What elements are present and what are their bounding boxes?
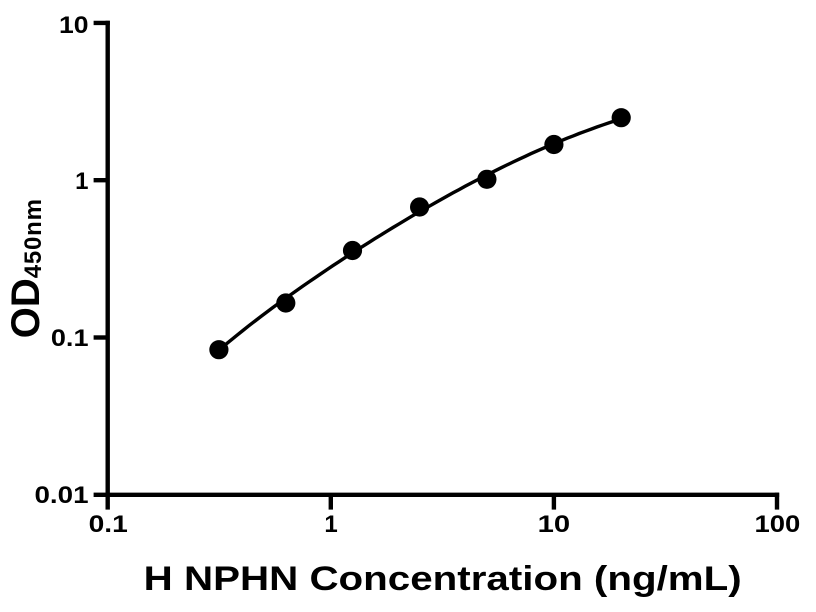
svg-text:100: 100 bbox=[755, 511, 801, 538]
svg-text:1: 1 bbox=[75, 168, 88, 195]
svg-text:H NPHN Concentration (ng/mL): H NPHN Concentration (ng/mL) bbox=[144, 560, 742, 598]
svg-text:1: 1 bbox=[324, 511, 337, 538]
svg-text:0.1: 0.1 bbox=[89, 511, 128, 538]
svg-text:10: 10 bbox=[59, 12, 89, 39]
svg-text:10: 10 bbox=[538, 511, 571, 538]
svg-text:0.01: 0.01 bbox=[35, 482, 89, 509]
svg-text:0.1: 0.1 bbox=[51, 325, 89, 352]
